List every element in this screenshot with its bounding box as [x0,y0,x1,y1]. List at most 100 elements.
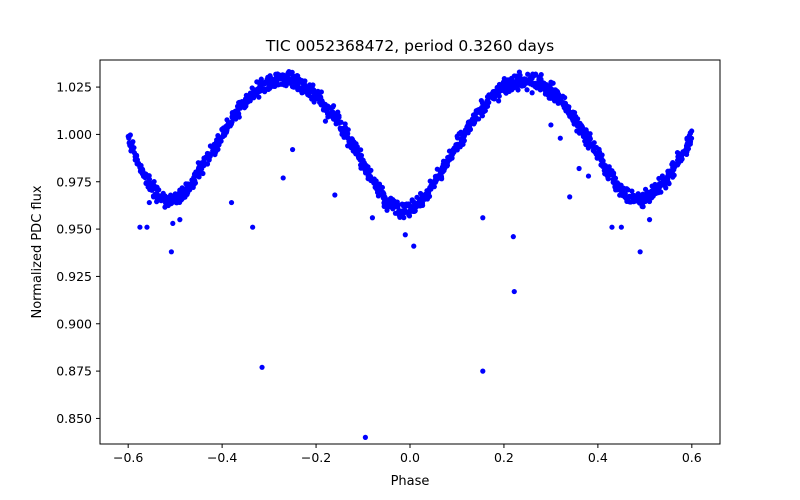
data-point [426,193,433,199]
data-point [666,180,672,186]
outlier-point [369,215,376,221]
data-point [173,196,179,202]
outlier-point [250,224,256,230]
data-point [524,87,530,93]
data-point [671,172,677,178]
data-point [196,174,202,180]
y-axis-label: Normalized PDC flux [30,185,45,318]
x-tick-label: 0.2 [494,450,514,465]
y-tick-label: 0.850 [56,411,92,426]
data-point [432,179,438,185]
data-point [611,170,617,176]
data-point [355,154,362,160]
outlier-point [548,93,554,100]
data-point [367,174,373,180]
outlier-point [480,368,486,374]
data-point [358,147,364,153]
outlier-point [170,220,176,227]
outlier-point [289,146,296,153]
outlier-point [228,199,235,206]
outlier-point [646,217,653,223]
data-point [571,109,578,116]
data-point [281,75,287,81]
data-point [130,139,136,145]
data-point [482,108,488,114]
data-point [215,142,221,148]
outlier-point [362,434,368,440]
data-point [299,85,306,91]
data-point [345,130,351,137]
data-point [681,149,687,155]
data-point [172,191,178,197]
y-tick-label: 1.000 [56,127,92,142]
data-point [578,122,585,128]
data-point [498,83,504,89]
data-point [686,142,692,148]
data-point [131,145,137,151]
outlier-point [402,232,408,238]
outlier-point [510,234,516,240]
outlier-point [618,224,624,230]
data-point [521,83,527,89]
data-point [469,120,476,126]
data-point [154,187,160,193]
data-point [206,151,212,157]
data-point [215,137,221,143]
data-point [431,184,437,190]
chart-title: TIC 0052368472, period 0.3260 days [265,37,554,55]
data-point [531,73,537,79]
outlier-point [511,288,517,295]
outlier-point [557,135,563,141]
data-point [192,180,199,186]
data-point [352,149,358,155]
outlier-point [332,192,338,198]
data-point [418,199,424,205]
outlier-point [168,249,174,255]
data-point [587,134,593,140]
data-point [554,89,561,95]
y-tick-label: 0.875 [56,364,92,379]
data-point [548,79,554,85]
data-point [210,144,216,150]
data-point [438,175,444,181]
data-point [677,154,684,160]
data-point [657,183,663,189]
outlier-point [381,203,387,209]
data-point [125,133,131,140]
data-point [496,98,502,104]
data-point [335,109,341,115]
x-axis: −0.6 −0.4 −0.2 0.0 0.2 0.4 0.6 [113,444,702,465]
outlier-point [146,199,152,206]
data-point [629,188,635,194]
data-point [300,79,306,85]
outlier-point [322,118,329,124]
data-point [394,199,400,205]
data-point [290,84,297,90]
data-point [596,146,602,152]
data-point [266,79,272,86]
data-point [281,79,287,85]
outlier-point [353,145,359,151]
data-point [261,81,268,87]
data-point [600,158,606,164]
data-point [498,87,504,93]
data-point [601,163,607,169]
data-point [619,192,625,199]
data-point [484,103,491,109]
data-point [319,99,326,105]
outlier-point [576,165,582,172]
data-point [591,148,597,154]
data-point [145,174,151,181]
outlier-point [144,224,150,230]
data-point [365,164,371,170]
data-point [234,110,241,117]
data-point [402,209,408,215]
outlier-point [177,217,183,223]
outlier-point [609,224,615,230]
data-points [125,69,695,440]
data-point [211,150,217,156]
data-point [325,114,331,120]
y-tick-label: 0.925 [56,269,92,284]
data-point [267,73,273,79]
